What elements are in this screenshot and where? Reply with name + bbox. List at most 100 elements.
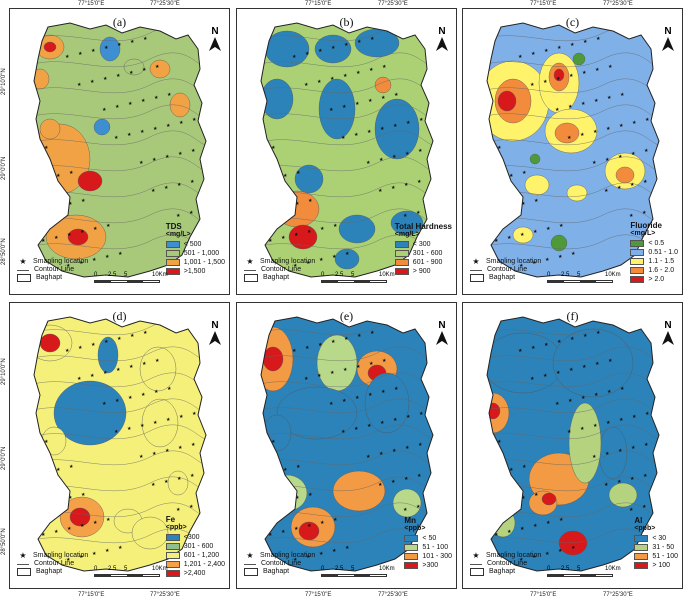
scale-bar: 0 2.5 5 10Km	[321, 566, 399, 580]
sampling-location-marker: ★	[644, 148, 649, 154]
sampling-location-marker: ★	[394, 386, 399, 392]
legend-swatch	[165, 543, 180, 550]
concentration-zone	[568, 402, 602, 484]
sampling-location-marker: ★	[354, 132, 359, 138]
sampling-location-marker: ★	[305, 345, 310, 351]
boundary-symbol	[470, 568, 484, 576]
legend-swatch	[630, 249, 645, 256]
scale-tick-label: 0	[94, 566, 98, 572]
sampling-location-marker: ★	[645, 411, 650, 417]
legend-row: 1.6 - 2.0	[630, 266, 678, 275]
star-icon: ★	[472, 551, 480, 560]
contour-line	[261, 156, 433, 171]
sampling-location-marker: ★	[559, 517, 564, 523]
sampling-location-marker: ★	[55, 204, 60, 210]
sampling-location-marker: ★	[118, 545, 123, 551]
sampling-location-marker: ★	[642, 504, 647, 510]
sampling-location-marker: ★	[81, 198, 86, 204]
concentration-zone	[141, 398, 179, 448]
symbol-legend-label: Baghapt	[489, 274, 516, 281]
district-boundary	[33, 22, 207, 278]
sampling-location-marker: ★	[530, 376, 535, 382]
concentration-zone	[131, 516, 169, 550]
legend-swatch	[404, 535, 419, 542]
sampling-location-marker: ★	[497, 145, 502, 151]
sampling-location-marker: ★	[642, 210, 647, 216]
sampling-location-marker: ★	[629, 507, 634, 513]
concentration-zone	[316, 334, 358, 392]
sampling-location-marker: ★	[331, 339, 336, 345]
panel-label: (c)	[565, 15, 580, 29]
symbol-legend-label: Baghapt	[263, 568, 290, 575]
map-symbol-legend: ★ Smapling location Contour Line Baghapt	[16, 552, 88, 576]
legend-row: >2,400	[165, 569, 225, 578]
legend-swatch	[404, 553, 419, 560]
panel-mn: ★ ★ ★ ★ ★ ★ ★ ★ ★ ★ ★ ★ ★ ★ ★ ★ ★ ★ ★ ★ ★ ★ ★ ★ ★ ★ ★ ★ ★ ★ ★ ★ ★ ★ ★ ★ ★ ★ ★ ★…	[236, 302, 457, 589]
sampling-location-marker: ★	[518, 348, 523, 354]
north-arrow-icon: N	[207, 27, 223, 51]
legend-title: TDS	[165, 222, 182, 231]
sampling-location-marker: ★	[518, 54, 523, 60]
concentration-zone	[332, 470, 386, 512]
sampling-location-marker: ★	[357, 39, 362, 45]
north-arrow-icon: N	[434, 27, 450, 51]
legend-row: 0.51 - 1.0	[630, 248, 678, 257]
contour-line-symbol	[470, 269, 482, 271]
concentration-zone	[572, 52, 586, 66]
scale-tick-label: 0	[547, 566, 551, 572]
legend-swatch	[165, 250, 180, 257]
symbol-legend-row: Contour Line	[243, 266, 315, 274]
sampling-location-marker: ★	[619, 417, 624, 423]
sampling-location-marker: ★	[79, 554, 84, 560]
scale-tick-label: 5	[577, 566, 581, 572]
scale-bar-graphic	[547, 280, 613, 283]
symbol-legend-label: Contour Line	[261, 560, 302, 567]
symbol-legend-row: Baghapt	[469, 274, 541, 282]
sampling-location-marker: ★	[522, 464, 527, 470]
sampling-location-marker: ★	[403, 213, 408, 219]
sampling-location-marker: ★	[607, 389, 612, 395]
panel-label: (f)	[566, 309, 579, 323]
concentration-zone	[139, 346, 177, 392]
sampling-location-marker: ★	[294, 526, 299, 532]
sampling-location-marker: ★	[596, 36, 601, 42]
map-canvas: ★ ★ ★ ★ ★ ★ ★ ★ ★ ★ ★ ★ ★ ★ ★ ★ ★ ★ ★ ★ ★ ★ ★ ★ ★ ★ ★ ★ ★ ★ ★ ★ ★ ★ ★ ★ ★ ★ ★ ★…	[260, 316, 434, 572]
scale-tick-label: 0	[547, 272, 551, 278]
scale-tick-label: 10Km	[379, 272, 395, 278]
sampling-location-marker: ★	[368, 392, 373, 398]
sampling-location-marker: ★	[496, 176, 501, 182]
legend-label: <300	[183, 534, 200, 541]
concentration-zone	[566, 184, 588, 202]
sampling-location-marker: ★	[294, 232, 299, 238]
scale-bar: 0 2.5 5 10Km	[94, 272, 172, 286]
sampling-location-marker: ★	[583, 333, 588, 339]
boundary-symbol	[17, 568, 31, 576]
latitude-label-bottom-2: 28°50'0"N	[1, 528, 7, 555]
sampling-location-marker: ★	[618, 154, 623, 160]
legend-label: 1.6 - 2.0	[648, 267, 675, 274]
north-label: N	[211, 320, 219, 331]
north-arrow-shape	[662, 331, 674, 345]
legend-label: 1.1 - 1.5	[648, 258, 675, 265]
sampling-location-marker: ★	[558, 254, 563, 260]
concentration-zone	[77, 170, 103, 192]
legend-label: >2,400	[183, 570, 206, 577]
north-arrow-shape	[209, 37, 221, 51]
legend-unit: <mg/L>	[165, 231, 191, 238]
sampling-location-marker: ★	[582, 364, 587, 370]
contour-line-symbol	[244, 563, 256, 565]
symbol-legend-label: Smapling location	[260, 258, 316, 265]
sampling-location-marker: ★	[330, 370, 335, 376]
scale-tick-label: 2.5	[108, 272, 117, 278]
scale-tick-label: 10Km	[152, 272, 168, 278]
sampling-location-marker: ★	[293, 557, 298, 563]
sampling-location-marker: ★	[608, 64, 613, 70]
concentration-zone	[512, 226, 534, 244]
concentration-zone	[558, 530, 588, 556]
legend-label: 31 - 50	[652, 544, 675, 551]
concentration-zone	[338, 214, 376, 244]
sampling-location-marker: ★	[42, 207, 47, 213]
boundary-symbol	[470, 274, 484, 282]
symbol-legend-label: Smapling location	[33, 258, 89, 265]
north-arrow-shape	[436, 331, 448, 345]
